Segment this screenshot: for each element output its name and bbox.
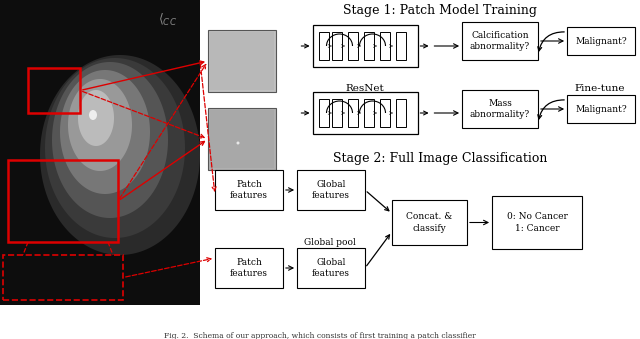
Bar <box>380 32 390 60</box>
Text: Fig. 2.  Schema of our approach, which consists of first training a patch classi: Fig. 2. Schema of our approach, which co… <box>164 332 476 339</box>
Bar <box>319 99 328 127</box>
Bar <box>297 248 365 288</box>
Text: Concat. &
classify: Concat. & classify <box>406 213 452 233</box>
Bar <box>396 99 406 127</box>
Text: ResNet: ResNet <box>346 84 385 93</box>
Bar <box>208 30 276 92</box>
Bar <box>462 22 538 60</box>
Bar <box>348 32 358 60</box>
Bar <box>319 32 328 60</box>
Bar <box>396 32 406 60</box>
Bar <box>332 32 342 60</box>
Bar <box>492 196 582 249</box>
Text: Global
features: Global features <box>312 180 350 200</box>
Text: Global pool: Global pool <box>304 238 356 247</box>
Bar <box>462 90 538 128</box>
Polygon shape <box>78 90 114 146</box>
Polygon shape <box>68 79 132 171</box>
Text: Mass
abnormality?: Mass abnormality? <box>470 99 530 119</box>
Bar <box>208 108 276 170</box>
Bar <box>0 0 200 305</box>
Bar <box>364 32 374 60</box>
Bar <box>28 68 80 113</box>
Bar <box>210 110 274 168</box>
Polygon shape <box>45 58 185 238</box>
Bar <box>312 25 417 67</box>
Text: Malignant?: Malignant? <box>575 37 627 45</box>
Bar <box>380 99 390 127</box>
Polygon shape <box>52 62 168 218</box>
Text: Stage 2: Full Image Classification: Stage 2: Full Image Classification <box>333 152 547 165</box>
Bar <box>364 99 374 127</box>
Text: $\langle_{CC}$: $\langle_{CC}$ <box>159 12 177 28</box>
Bar <box>215 170 283 210</box>
Bar <box>392 200 467 245</box>
Text: Patch
features: Patch features <box>230 258 268 278</box>
Bar <box>200 0 640 310</box>
Bar <box>312 92 417 134</box>
Bar <box>215 248 283 288</box>
Text: 0: No Cancer
1: Cancer: 0: No Cancer 1: Cancer <box>507 213 568 233</box>
Bar <box>332 99 342 127</box>
Text: Stage 1: Patch Model Training: Stage 1: Patch Model Training <box>343 4 537 17</box>
Text: Global
features: Global features <box>312 258 350 278</box>
Text: Patch
features: Patch features <box>230 180 268 200</box>
Bar <box>8 160 118 242</box>
Bar <box>348 99 358 127</box>
Text: Calcification
abnormality?: Calcification abnormality? <box>470 31 530 51</box>
Bar <box>210 32 274 90</box>
Polygon shape <box>60 70 150 194</box>
Bar <box>3 255 123 300</box>
Text: Malignant?: Malignant? <box>575 104 627 114</box>
Ellipse shape <box>89 110 97 120</box>
Text: Fine-tune: Fine-tune <box>575 84 625 93</box>
Circle shape <box>237 141 239 144</box>
Polygon shape <box>40 55 200 255</box>
Bar <box>297 170 365 210</box>
Bar <box>567 27 635 55</box>
Bar <box>567 95 635 123</box>
